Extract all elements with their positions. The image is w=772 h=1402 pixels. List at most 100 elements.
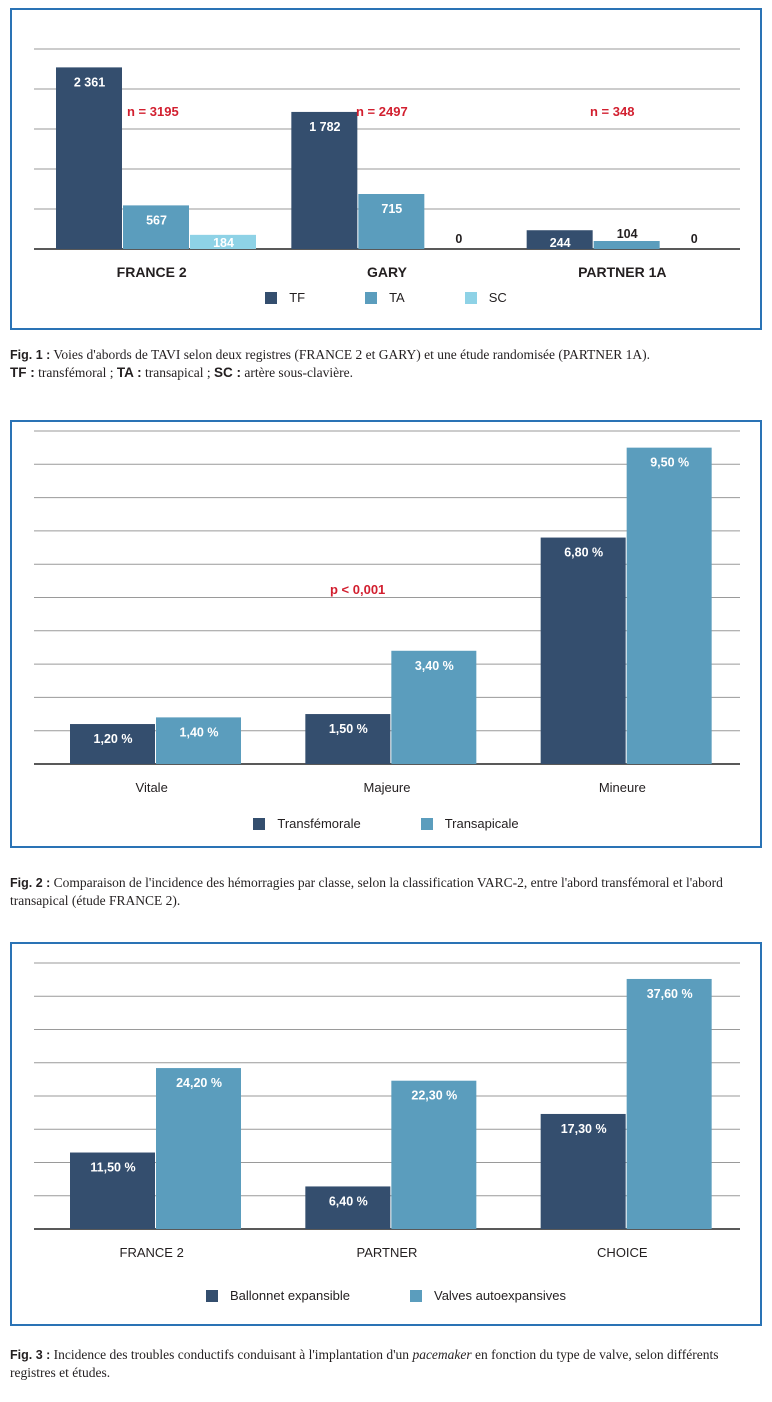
figure-3-panel: FRANCE 2 11,50 % 24,20 % PARTNER 6,40 % 22,30… [10,942,762,1326]
data-label: 3,40 % [415,659,454,673]
bar [156,1068,241,1229]
data-label: 6,80 % [564,546,603,560]
data-label: 6,40 % [329,1194,368,1208]
legend-label-tf: TF [289,290,306,305]
figure-1-caption-text: Voies d'abords de TAVI selon deux regist… [53,347,651,362]
legend-label-ballonnet: Ballonnet expansible [230,1288,350,1303]
figure-3-caption-text-1: Incidence des troubles conductifs condui… [53,1347,413,1362]
figure-1-chart: FRANCE 2 2 361 567 184 GARY 1 782 715 0 PARTNER … [34,48,740,280]
annotation: p < 0,001 [330,582,385,597]
legend-item-ta: TA [365,290,405,305]
legend-swatch-ta [365,291,378,304]
bar [305,1186,391,1229]
abbr-sc: SC : [213,365,241,380]
legend-item-tf: TF [265,290,305,305]
figure-2-chart: Vitale 1,20 % 1,40 % Majeure 1,50 % 3,40 % Min… [34,430,740,795]
category-label: FRANCE 2 [117,264,187,280]
data-label: 1,20 % [94,732,133,746]
bar [56,67,122,249]
legend-item-transapicale: Transapicale [420,816,519,831]
category-label: Mineure [599,780,646,795]
figure-3-caption-text-2: en fonction du type de valve, selon diff… [10,1347,719,1380]
legend-label-autoexpansives: Valves autoexpansives [433,1288,566,1303]
annotation: n = 348 [590,104,634,119]
abbr-tf-text: transfémoral ; [34,365,117,380]
bar [123,205,189,249]
data-label: 17,30 % [561,1122,607,1136]
figure-3-caption: Fig. 3 : Incidence des troubles conducti… [10,1346,762,1382]
figure-1-label: Fig. 1 : [10,348,51,362]
bar [190,234,256,249]
category-label: PARTNER [357,1245,418,1260]
data-label: 1,40 % [180,725,219,739]
figure-3-caption-italic: pacemaker [412,1347,472,1362]
bar [305,714,391,764]
data-label: 0 [691,232,698,246]
bar [593,241,660,249]
bar [540,537,626,764]
data-label: 9,50 % [650,456,689,470]
abbr-sc-text: artère sous-clavière. [240,365,354,380]
figure-1-caption: Fig. 1 : Voies d'abords de TAVI selon de… [10,346,762,382]
data-label: 567 [146,213,167,227]
bar [70,724,155,764]
data-label: 1,50 % [329,722,368,736]
legend-item-ballonnet: Ballonnet expansible [206,1288,350,1303]
figure-2-caption-text: Comparaison de l'incidence des hémorragi… [10,875,723,908]
bar [156,717,241,764]
bar [391,1080,477,1229]
data-label: 2 361 [74,75,105,89]
legend-label-transapicale: Transapicale [444,816,519,831]
legend-label-transfemorale: Transfémorale [277,816,361,831]
bar [526,230,593,249]
data-label: 104 [617,227,638,241]
bar [358,194,425,249]
legend-label-ta: TA [389,290,405,305]
legend-item-transfemorale: Transfémorale [253,816,361,831]
legend-item-autoexpansives: Valves autoexpansives [409,1288,566,1303]
legend-swatch-sc [464,291,477,304]
bar [391,650,477,764]
bar [70,1152,155,1229]
legend-swatch-autoexpansives [409,1289,422,1302]
bar [291,111,358,249]
abbr-tf: TF : [10,365,35,380]
figure-3-label: Fig. 3 : [10,1348,51,1362]
data-label: 24,20 % [176,1076,222,1090]
category-label: Vitale [136,780,168,795]
figure-2-legend: Transfémorale Transapicale [12,816,760,831]
data-label: 0 [455,232,462,246]
category-label: CHOICE [597,1245,648,1260]
legend-swatch-ballonnet [206,1289,218,1302]
figure-1-legend: TF TA SC [12,290,760,305]
data-label: 11,50 % [90,1161,135,1175]
annotation: n = 3195 [127,104,179,119]
annotation: n = 2497 [356,104,408,119]
figure-2-panel: Vitale 1,20 % 1,40 % Majeure 1,50 % 3,40 % Min… [10,420,762,848]
bar [626,447,712,764]
legend-label-sc: SC [488,290,507,305]
data-label: 22,30 % [411,1089,457,1103]
data-label: 715 [381,202,402,216]
data-label: 1 782 [309,120,340,134]
data-label: 37,60 % [647,987,693,1001]
data-label: 244 [550,236,571,250]
category-label: Majeure [364,780,411,795]
figure-2-caption: Fig. 2 : Comparaison de l'incidence des … [10,874,762,910]
abbr-ta: TA : [116,365,142,380]
bar [626,978,712,1229]
figure-3-chart: FRANCE 2 11,50 % 24,20 % PARTNER 6,40 % 22,30… [34,962,740,1260]
category-label: PARTNER 1A [578,264,666,280]
figure-3-legend: Ballonnet expansible Valves autoexpansiv… [12,1288,760,1303]
figure-1-panel: FRANCE 2 2 361 567 184 GARY 1 782 715 0 PARTNER … [10,8,762,330]
bar [540,1113,626,1229]
data-label: 184 [213,236,234,250]
category-label: GARY [367,264,408,280]
legend-swatch-transfemorale [253,817,266,830]
legend-swatch-transapicale [420,817,433,830]
figure-2-label: Fig. 2 : [10,876,51,890]
abbr-ta-text: transapical ; [141,365,214,380]
legend-item-sc: SC [464,290,507,305]
legend-swatch-tf [265,291,278,304]
category-label: FRANCE 2 [120,1245,184,1260]
